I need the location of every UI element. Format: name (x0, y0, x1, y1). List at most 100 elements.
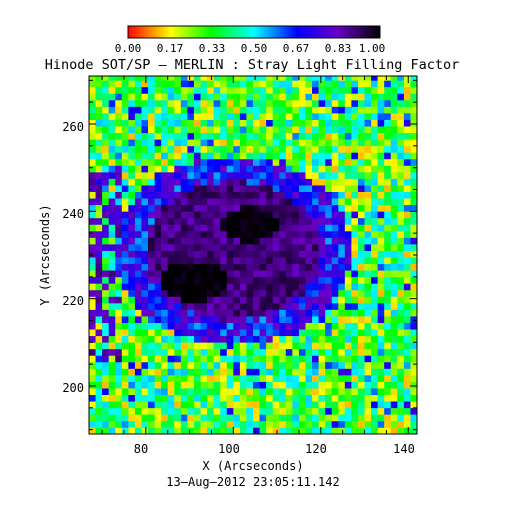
heatmap-cell (239, 361, 247, 369)
heatmap-cell (167, 119, 175, 127)
heatmap-cell (213, 80, 221, 88)
heatmap-cell (344, 158, 352, 166)
heatmap-cell (121, 185, 129, 192)
heatmap-cell (167, 296, 175, 304)
heatmap-cell (161, 126, 169, 134)
heatmap-cell (344, 427, 352, 434)
heatmap-cell (344, 86, 352, 94)
heatmap-cell (108, 198, 116, 206)
heatmap-cell (371, 204, 378, 212)
heatmap-cell (121, 165, 129, 173)
heatmap-cell (207, 152, 214, 160)
heatmap-cell (89, 93, 96, 101)
heatmap-cell (272, 185, 280, 192)
heatmap-cell (285, 381, 293, 389)
heatmap-cell (102, 348, 109, 356)
heatmap-cell (305, 217, 313, 225)
heatmap-cell (161, 185, 169, 192)
heatmap-cell (279, 100, 287, 107)
heatmap-cell (180, 244, 188, 251)
heatmap-cell (167, 263, 175, 271)
heatmap-cell (390, 76, 398, 81)
heatmap-cell (226, 316, 234, 323)
heatmap-cell (213, 204, 221, 212)
heatmap-cell (384, 361, 392, 369)
heatmap-cell (292, 348, 300, 356)
heatmap-cell (167, 113, 175, 120)
heatmap-cell (259, 322, 267, 330)
heatmap-cell (233, 132, 241, 140)
heatmap-cell (384, 316, 392, 323)
heatmap-cell (200, 178, 208, 186)
heatmap-cell (312, 420, 319, 428)
heatmap-cell (325, 401, 333, 409)
heatmap-cell (174, 322, 182, 330)
heatmap-cell (193, 224, 201, 232)
heatmap-cell (305, 178, 313, 186)
heatmap-cell (357, 80, 365, 88)
heatmap-cell (200, 93, 208, 101)
heatmap-cell (121, 335, 129, 343)
heatmap-cell (298, 283, 306, 291)
heatmap-cell (108, 113, 116, 120)
heatmap-cell (384, 100, 392, 107)
heatmap-cell (213, 185, 221, 192)
heatmap-cell (174, 237, 182, 245)
heatmap-cell (167, 276, 175, 284)
heatmap-cell (200, 381, 208, 389)
heatmap-cell (121, 289, 129, 297)
heatmap-cell (298, 257, 306, 265)
heatmap-cell (213, 427, 221, 434)
heatmap-cell (377, 270, 385, 278)
heatmap-cell (390, 263, 398, 271)
heatmap-cell (167, 388, 175, 396)
heatmap-cell (384, 329, 392, 337)
heatmap-cell (134, 152, 142, 160)
heatmap-cell (351, 132, 359, 140)
heatmap-cell (141, 263, 149, 271)
heatmap-cell (141, 178, 149, 186)
heatmap-cell (338, 329, 346, 337)
heatmap-cell (272, 86, 280, 94)
heatmap-cell (95, 388, 103, 396)
heatmap-cell (207, 93, 214, 101)
heatmap-cell (233, 257, 241, 265)
heatmap-cell (233, 270, 241, 278)
heatmap-cell (239, 289, 247, 297)
heatmap-cell (377, 178, 385, 186)
heatmap-cell (167, 342, 175, 350)
heatmap-cell (239, 276, 247, 284)
heatmap-cell (154, 224, 162, 232)
heatmap-cell (102, 420, 109, 428)
heatmap-cell (331, 289, 339, 297)
heatmap-cell (174, 381, 182, 389)
heatmap-cell (364, 237, 372, 245)
heatmap-cell (154, 289, 162, 297)
heatmap-cell (89, 407, 96, 415)
heatmap-cell (161, 394, 169, 402)
heatmap-cell (403, 303, 411, 310)
heatmap-cell (318, 355, 326, 363)
heatmap-cell (174, 165, 182, 173)
heatmap-cell (246, 276, 254, 284)
heatmap-cell (154, 165, 162, 173)
heatmap-cell (312, 348, 319, 356)
heatmap-cell (207, 80, 214, 88)
heatmap-cell (95, 191, 103, 199)
heatmap-cell (95, 139, 103, 147)
heatmap-cell (207, 230, 214, 238)
heatmap-cell (312, 355, 319, 363)
heatmap-cell (279, 185, 287, 192)
heatmap-cell (180, 270, 188, 278)
heatmap-cell (89, 348, 96, 356)
heatmap-cell (193, 296, 201, 304)
heatmap-cell (187, 204, 195, 212)
heatmap-cell (371, 158, 378, 166)
heatmap-cell (292, 100, 300, 107)
heatmap-cell (180, 361, 188, 369)
heatmap-cell (364, 329, 372, 337)
heatmap-cell (259, 329, 267, 337)
heatmap-cell (364, 198, 372, 206)
heatmap-cell (253, 172, 260, 179)
heatmap-cell (351, 401, 359, 409)
